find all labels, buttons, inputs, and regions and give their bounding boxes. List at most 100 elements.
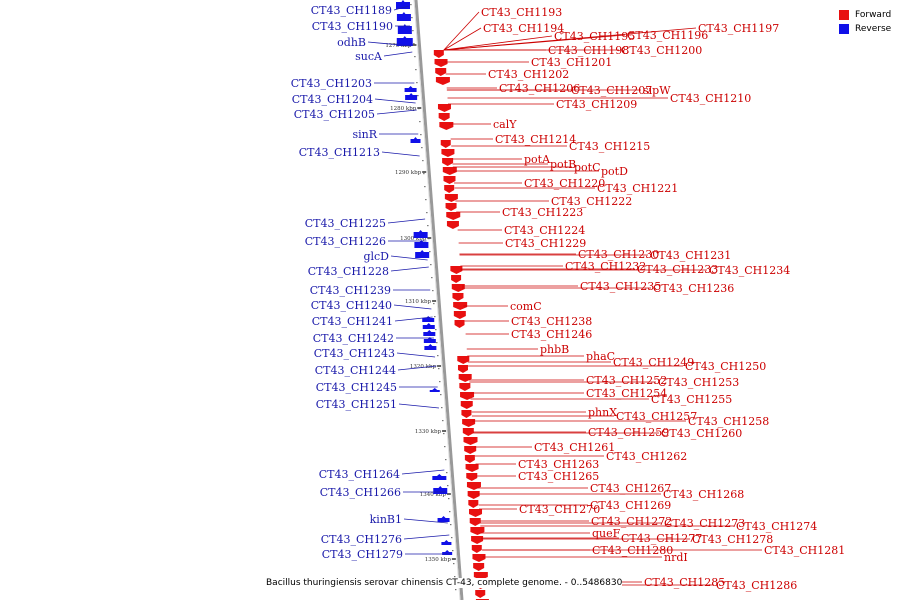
tick-label: 1300 kbp [400,236,427,242]
forward-gene-arrow [442,158,454,166]
reverse-leader-line [390,255,428,261]
forward-gene-arrow [466,482,481,490]
reverse-leader-line [393,304,432,310]
forward-gene-arrow [451,275,462,283]
forward-gene-label: CT43_CH1214 [495,133,576,146]
reverse-gene-label: CT43_CH1245 [316,381,397,394]
forward-gene-label: potB [550,158,576,171]
minor-tick [451,537,453,539]
reverse-gene-body [423,332,436,336]
reverse-leader-line [403,534,450,540]
reverse-gene-label: CT43_CH1204 [292,93,373,106]
forward-gene-label: CT43_CH1269 [590,499,671,512]
minor-tick [426,212,428,214]
reverse-gene-body [414,242,429,248]
minor-tick [429,251,431,253]
forward-gene-arrow [472,554,486,562]
forward-gene-label: CT43_CH1235 [580,280,661,293]
forward-gene-arrow [473,563,485,571]
minor-tick [422,160,424,162]
forward-gene-arrow [454,320,465,328]
forward-gene-label: CT43_CH1272 [591,515,672,528]
minor-tick [427,225,429,227]
forward-gene-arrow [460,392,475,400]
forward-gene-label: CT43_CH1280 [592,544,673,557]
minor-tick [455,589,457,591]
forward-gene-label: phaC [586,350,615,363]
reverse-leader-line [397,365,437,371]
forward-gene-label: CT43_CH1281 [764,544,845,557]
reverse-gene-body [404,88,417,92]
forward-gene-label: CT43_CH1274 [736,520,817,533]
forward-gene-arrow [461,410,472,418]
forward-gene-arrow [469,518,481,526]
reverse-gene-label: sucA [355,50,383,63]
tick-label: 1310 kbp [405,299,432,305]
reverse-leader-line [396,352,436,358]
minor-tick [413,43,415,45]
forward-gene-label: phbB [540,343,569,356]
forward-gene-label: CT43_CH1250 [685,360,766,373]
forward-gene-arrow [459,383,471,391]
reverse-gene-label: CT43_CH1226 [305,235,386,248]
minor-tick [428,238,430,240]
forward-gene-label: nrdI [664,551,688,564]
forward-gene-label: CT43_CH1223 [502,206,583,219]
forward-gene-label: CT43_CH1197 [698,22,779,35]
forward-gene-label: CT43_CH1207 [571,84,652,97]
forward-gene-arrow [444,185,455,193]
minor-tick [410,4,412,6]
minor-tick [446,472,448,474]
forward-gene-label: CT43_CH1233 [637,263,718,276]
minor-tick [441,407,443,409]
forward-gene-label: CT43_CH1201 [531,56,612,69]
reverse-gene-body [413,232,428,238]
reverse-gene-body [397,26,412,34]
forward-gene-label: CT43_CH1286 [716,579,797,592]
forward-gene-label: sipW [643,84,671,97]
forward-gene-label: CT43_CH1215 [569,140,650,153]
tick-label: 1330 kbp [415,429,442,435]
forward-gene-label: CT43_CH1265 [518,470,599,483]
forward-gene-arrow [471,545,482,553]
reverse-gene-label: CT43_CH1251 [316,398,397,411]
forward-gene-label: CT43_CH1262 [606,450,687,463]
forward-gene-arrow [452,293,464,301]
forward-gene-label: CT43_CH1261 [534,441,615,454]
reverse-gene-body [396,38,413,46]
reverse-gene-label: kinB1 [370,513,402,526]
forward-leader-line [443,11,480,51]
minor-tick [415,69,417,71]
forward-gene-arrow [435,68,447,76]
forward-gene-arrow [470,527,485,535]
minor-tick [432,290,434,292]
minor-tick [450,524,452,526]
forward-gene-arrow [453,302,468,310]
forward-gene-arrow [450,266,463,274]
legend-reverse: Reverse [839,22,891,36]
forward-gene-arrow [444,194,458,202]
forward-gene-arrow [467,491,480,499]
reverse-gene-body [396,14,411,21]
forward-gene-label: CT43_CH1236 [653,282,734,295]
minor-tick [448,498,450,500]
reverse-gene-label: CT43_CH1213 [299,146,380,159]
reverse-leader-line [390,266,429,272]
minor-tick [442,420,444,422]
reverse-gene-label: glcD [363,250,389,263]
reverse-gene-label: CT43_CH1279 [322,548,403,561]
reverse-leader-line [376,109,417,115]
reverse-gene-body [405,95,418,100]
forward-gene-label: CT43_CH1230 [578,248,659,261]
minor-tick [435,329,437,331]
reverse-leader-line [398,403,440,409]
legend-reverse-label: Reverse [855,24,892,34]
minor-tick [453,563,455,565]
minor-tick [417,95,419,97]
forward-gene-label: CT43_CH1258 [688,415,769,428]
genome-axis [414,0,464,600]
minor-tick [414,56,416,58]
forward-gene-label: CT43_CH1196 [627,29,708,42]
forward-gene-label: CT43_CH1246 [511,328,592,341]
forward-gene-arrow [457,365,468,373]
